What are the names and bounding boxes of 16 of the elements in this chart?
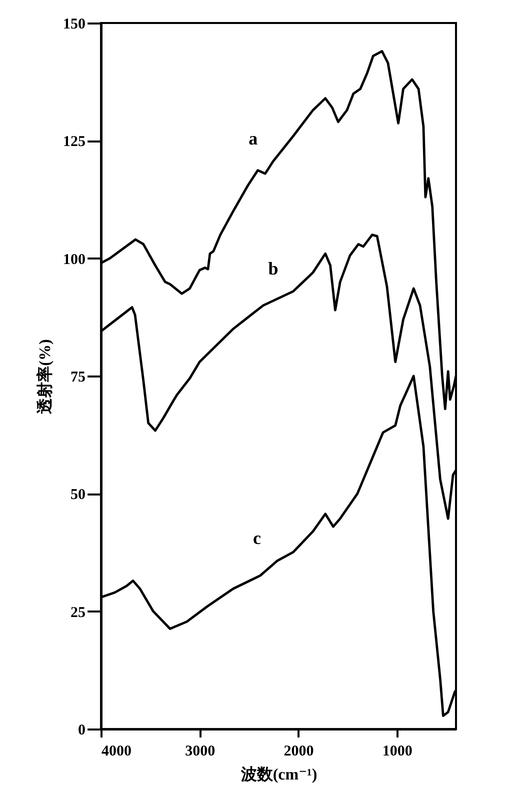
y-axis-title: 透射率(%) <box>35 339 54 415</box>
y-tick-label: 100 <box>63 252 86 268</box>
y-tick-label: 25 <box>70 604 86 621</box>
y-tick-label: 0 <box>78 722 86 738</box>
series-label: a <box>248 128 258 148</box>
y-tick-label: 50 <box>70 487 86 504</box>
y-tick-label: 125 <box>63 134 86 150</box>
x-tick-label: 3000 <box>185 744 216 760</box>
x-tick-label: 4000 <box>102 744 132 760</box>
series-label: c <box>253 528 262 548</box>
x-tick-label: 1000 <box>382 744 412 760</box>
y-tick-label: 75 <box>70 370 86 386</box>
series-label: b <box>268 258 278 278</box>
x-tick-label: 2000 <box>284 744 314 760</box>
x-axis-title: 波数(cm⁻¹) <box>240 766 318 784</box>
y-tick-label: 150 <box>63 16 86 32</box>
